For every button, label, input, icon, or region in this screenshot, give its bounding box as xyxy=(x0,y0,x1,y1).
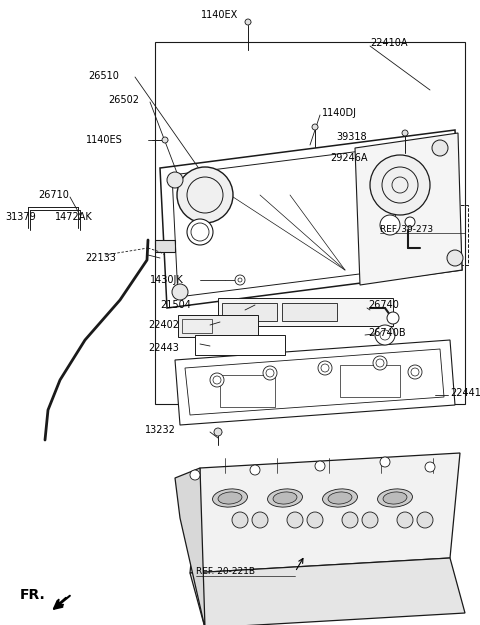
Text: 31379: 31379 xyxy=(5,212,36,222)
Text: 39318: 39318 xyxy=(336,132,367,142)
Circle shape xyxy=(287,512,303,528)
Circle shape xyxy=(417,512,433,528)
Text: 26740B: 26740B xyxy=(368,328,406,338)
Polygon shape xyxy=(355,133,462,285)
Bar xyxy=(155,42,465,404)
Text: 26740: 26740 xyxy=(368,300,399,310)
Polygon shape xyxy=(175,340,455,425)
Polygon shape xyxy=(190,558,465,625)
Text: 13232: 13232 xyxy=(145,425,176,435)
Bar xyxy=(200,339,280,351)
Text: 1140ES: 1140ES xyxy=(86,135,123,145)
Text: 29246A: 29246A xyxy=(330,153,368,163)
Polygon shape xyxy=(190,453,460,573)
Ellipse shape xyxy=(383,492,407,504)
Circle shape xyxy=(307,512,323,528)
Circle shape xyxy=(250,465,260,475)
Text: 26710: 26710 xyxy=(38,190,69,200)
Circle shape xyxy=(187,219,213,245)
Circle shape xyxy=(172,284,188,300)
Bar xyxy=(340,365,400,397)
Bar xyxy=(282,303,337,321)
Circle shape xyxy=(402,130,408,136)
Circle shape xyxy=(397,512,413,528)
Ellipse shape xyxy=(328,492,352,504)
Circle shape xyxy=(252,512,268,528)
Bar xyxy=(178,315,258,337)
Circle shape xyxy=(447,250,463,266)
Circle shape xyxy=(210,373,224,387)
Ellipse shape xyxy=(267,489,302,507)
Ellipse shape xyxy=(323,489,358,507)
Bar xyxy=(378,205,468,265)
Text: 22441: 22441 xyxy=(450,388,480,398)
Circle shape xyxy=(167,172,183,188)
Circle shape xyxy=(380,457,390,467)
Text: 26502: 26502 xyxy=(108,95,139,105)
Circle shape xyxy=(263,366,277,380)
Circle shape xyxy=(408,365,422,379)
Text: 1140EX: 1140EX xyxy=(202,10,239,20)
Text: 22133: 22133 xyxy=(85,253,116,263)
Circle shape xyxy=(405,217,415,227)
Polygon shape xyxy=(160,130,462,308)
Text: 22402: 22402 xyxy=(148,320,179,330)
Circle shape xyxy=(190,470,200,480)
Text: REF. 39-273: REF. 39-273 xyxy=(380,226,433,234)
Circle shape xyxy=(380,215,400,235)
Text: 26510: 26510 xyxy=(88,71,119,81)
Ellipse shape xyxy=(213,489,248,507)
Circle shape xyxy=(177,167,233,223)
Circle shape xyxy=(245,19,251,25)
Circle shape xyxy=(387,312,399,324)
Circle shape xyxy=(232,512,248,528)
Circle shape xyxy=(362,512,378,528)
Circle shape xyxy=(312,124,318,130)
Text: REF. 20-221B: REF. 20-221B xyxy=(196,568,255,576)
Circle shape xyxy=(373,356,387,370)
Text: FR.: FR. xyxy=(20,588,46,602)
Polygon shape xyxy=(195,335,285,355)
Text: 1140DJ: 1140DJ xyxy=(322,108,357,118)
Bar xyxy=(155,240,175,252)
Ellipse shape xyxy=(218,492,242,504)
Circle shape xyxy=(318,361,332,375)
Polygon shape xyxy=(175,468,205,625)
Circle shape xyxy=(425,462,435,472)
Text: 22443: 22443 xyxy=(148,343,179,353)
Circle shape xyxy=(370,155,430,215)
Ellipse shape xyxy=(273,492,297,504)
Ellipse shape xyxy=(378,489,412,507)
Circle shape xyxy=(342,512,358,528)
Bar xyxy=(218,298,393,326)
Text: 1430JK: 1430JK xyxy=(150,275,184,285)
Circle shape xyxy=(432,140,448,156)
Bar xyxy=(220,375,275,407)
Circle shape xyxy=(375,325,395,345)
Text: 22410A: 22410A xyxy=(370,38,408,48)
Circle shape xyxy=(235,275,245,285)
Circle shape xyxy=(162,137,168,143)
Circle shape xyxy=(315,461,325,471)
Bar xyxy=(222,303,277,321)
Circle shape xyxy=(214,428,222,436)
Bar xyxy=(182,319,212,333)
Text: 21504: 21504 xyxy=(160,300,191,310)
Text: 1472AK: 1472AK xyxy=(55,212,93,222)
